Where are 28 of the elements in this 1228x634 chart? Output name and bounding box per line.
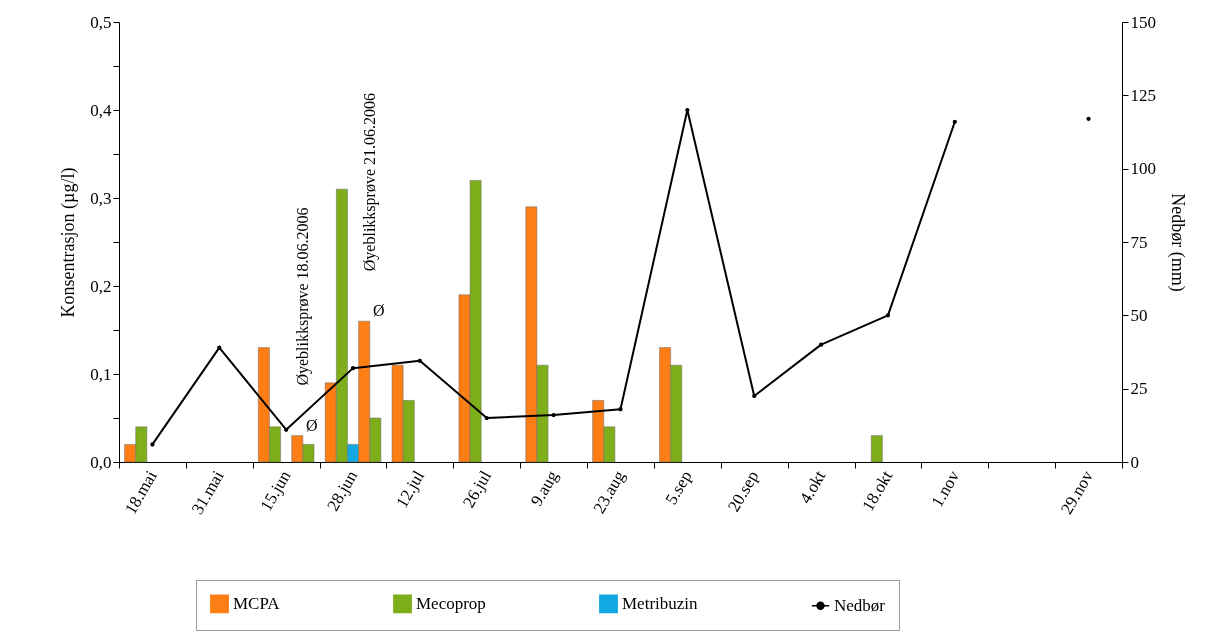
annotation: Ø (306, 416, 318, 434)
y2-tick-label: 125 (1130, 85, 1156, 105)
y2-tick-label: 50 (1130, 305, 1148, 325)
y-axis-title: Konsentrasjon (µg/l) (58, 167, 80, 318)
legend-label: Metribuzin (622, 593, 699, 613)
point (685, 107, 690, 113)
annotation: Øyeblikksprøve 21.06.2006 (360, 93, 379, 272)
y-tick-label: 0,5 (90, 12, 112, 32)
point (350, 366, 356, 371)
y2-tick-label: 100 (1130, 159, 1156, 179)
y2-axis-title: Nedbør (mm) (1167, 193, 1188, 292)
point (551, 412, 556, 418)
legend-label: Nedbør (834, 595, 886, 615)
bar (871, 435, 883, 463)
y-tick-label: 0,1 (90, 364, 112, 384)
y-tick-label: 0,3 (90, 188, 112, 208)
annotation: Ø (372, 302, 385, 320)
point (885, 313, 891, 318)
y2-tick-label: 25 (1130, 379, 1148, 399)
y-tick-label: 0,2 (90, 276, 112, 296)
annotation: Øyeblikksprøve 18.06.2006 (293, 207, 312, 386)
y2-tick-label: 150 (1130, 12, 1156, 32)
y2-tick-label: 0 (1130, 452, 1139, 472)
y2-tick-label: 75 (1130, 232, 1148, 252)
legend-label: Mecoprop (416, 593, 486, 613)
y-tick-label: 0,0 (90, 452, 112, 472)
y-tick-label: 0,4 (90, 100, 112, 120)
legend-label: MCPA (233, 593, 281, 613)
